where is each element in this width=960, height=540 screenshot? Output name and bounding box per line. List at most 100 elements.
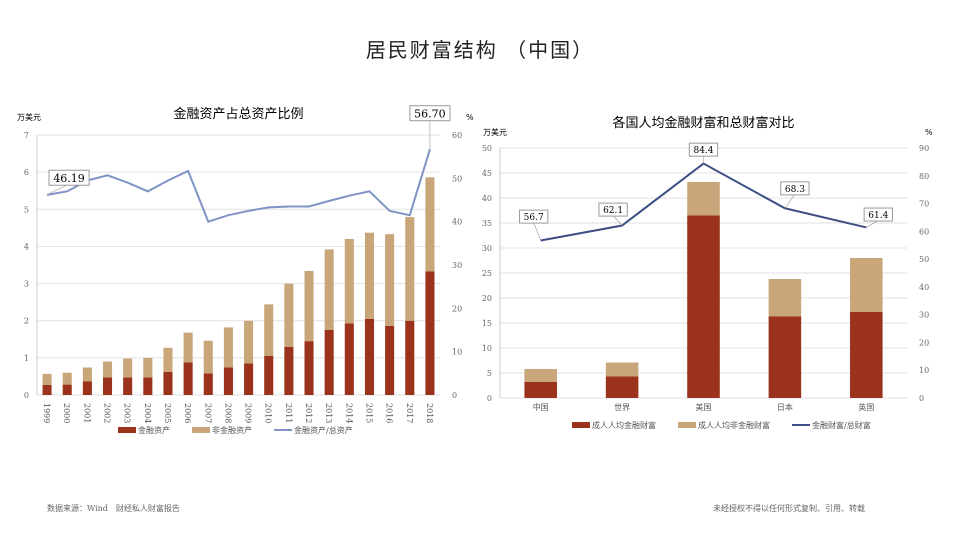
source-note: 数据来源：Wind 财经私人财富报告 — [47, 504, 180, 513]
bar-非金融资产 — [304, 270, 314, 342]
bar-金融资产 — [284, 346, 294, 395]
bar-金融资产 — [42, 384, 52, 395]
y-tick-label: 4 — [24, 242, 29, 251]
y2-tick-label: 70 — [919, 200, 929, 209]
bar-金融资产 — [264, 356, 274, 395]
annotation-box — [409, 105, 451, 122]
legend-label: 成人人均金融财富 — [592, 420, 656, 430]
annotation-leader — [866, 220, 879, 228]
bar-非金融资产 — [163, 347, 173, 372]
bar-金融资产 — [244, 363, 254, 395]
bar-金融资产 — [405, 320, 415, 395]
bar-非金融资产 — [324, 249, 334, 330]
copyright-note: 未经授权不得以任何形式复制、引用、转载 — [713, 504, 865, 513]
bar-成人人均非金融财富 — [687, 182, 720, 216]
bar-金融资产 — [223, 367, 233, 395]
annotation-label: 61.4 — [868, 211, 888, 221]
y2-tick-label: 0 — [919, 394, 924, 403]
legend-swatch — [118, 427, 136, 433]
bar-非金融资产 — [143, 357, 153, 378]
annotation-leader — [533, 222, 541, 241]
y-tick-label: 45 — [482, 169, 492, 178]
legend-label: 金融资产 — [138, 425, 170, 435]
y-axis-unit: 万美元 — [17, 112, 41, 122]
x-tick-label: 2006 — [183, 403, 192, 423]
bar-金融资产 — [183, 362, 193, 395]
y2-tick-label: 0 — [452, 391, 457, 400]
x-tick-label: 世界 — [614, 402, 630, 412]
bar-非金融资产 — [244, 320, 254, 364]
y-axis-unit: 万美元 — [483, 127, 507, 137]
annotation-box — [519, 209, 549, 224]
y-tick-label: 7 — [24, 131, 29, 140]
annotation-label: 62.1 — [603, 206, 623, 216]
y-tick-label: 30 — [482, 244, 492, 253]
x-tick-label: 2010 — [264, 403, 273, 423]
y-tick-label: 15 — [482, 319, 492, 328]
y2-tick-label: 20 — [919, 338, 929, 347]
x-tick-label: 2009 — [244, 403, 253, 423]
bar-金融资产 — [123, 377, 133, 395]
x-tick-label: 1999 — [42, 403, 51, 423]
x-tick-label: 2008 — [223, 403, 232, 423]
bar-非金融资产 — [42, 373, 52, 385]
y-tick-label: 6 — [24, 168, 29, 177]
bar-金融资产 — [62, 384, 72, 395]
annotation-label: 46.19 — [53, 172, 85, 185]
bar-非金融资产 — [102, 361, 113, 378]
legend-swatch — [572, 422, 590, 428]
bar-成人人均非金融财富 — [605, 362, 639, 377]
legend-label: 成人人均非金融财富 — [698, 420, 770, 430]
x-tick-label: 2014 — [344, 403, 353, 423]
x-tick-label: 2007 — [203, 403, 212, 423]
legend-label: 非金融资产 — [212, 425, 252, 435]
y2-tick-label: 30 — [919, 311, 929, 320]
bar-非金融资产 — [344, 239, 354, 324]
bar-非金融资产 — [364, 232, 375, 319]
y-tick-label: 50 — [482, 144, 492, 153]
bar-非金融资产 — [425, 177, 435, 272]
y-tick-label: 1 — [24, 354, 29, 363]
y2-tick-label: 50 — [452, 174, 462, 183]
annotation-label: 84.4 — [693, 146, 713, 156]
bar-非金融资产 — [223, 327, 233, 368]
bar-成人人均金融财富 — [524, 382, 557, 398]
y2-tick-label: 10 — [452, 348, 462, 357]
y2-tick-label: 90 — [919, 144, 929, 153]
bar-金融资产 — [324, 330, 334, 395]
bar-成人人均非金融财富 — [524, 369, 557, 382]
x-tick-label: 英国 — [858, 402, 874, 412]
x-tick-label: 2005 — [163, 403, 172, 423]
bar-金融资产 — [364, 318, 375, 395]
x-tick-label: 2000 — [62, 403, 71, 423]
bar-金融资产 — [82, 381, 92, 395]
y-tick-label: 0 — [487, 394, 492, 403]
y2-tick-label: 60 — [919, 227, 929, 236]
page-title: 居民财富结构 （中国） — [365, 38, 595, 62]
y2-tick-label: 30 — [452, 261, 462, 270]
bar-非金融资产 — [62, 372, 72, 385]
bar-金融资产 — [203, 373, 213, 395]
annotation-label: 56.7 — [524, 213, 544, 223]
bar-成人人均非金融财富 — [850, 258, 883, 312]
bar-非金融资产 — [183, 332, 193, 363]
legend-label: 金融资产/总资产 — [294, 425, 353, 435]
legend-swatch — [678, 422, 696, 428]
bar-金融资产 — [425, 271, 435, 395]
y2-axis-unit: % — [925, 128, 933, 137]
y-tick-label: 40 — [482, 194, 492, 203]
annotation-label: 56.70 — [414, 108, 446, 121]
chart-title: 金融资产占总资产比例 — [173, 106, 303, 122]
bar-金融资产 — [163, 371, 173, 395]
line-金融资产/总资产 — [46, 149, 431, 223]
x-tick-label: 日本 — [777, 402, 793, 412]
y-tick-label: 25 — [482, 269, 492, 278]
annotation-box — [863, 207, 893, 222]
x-tick-label: 2015 — [364, 403, 373, 423]
annotation-leader — [612, 215, 623, 226]
y2-tick-label: 10 — [919, 366, 929, 375]
x-tick-label: 2011 — [284, 403, 293, 423]
y-tick-label: 20 — [482, 294, 492, 303]
bar-非金融资产 — [405, 217, 415, 321]
